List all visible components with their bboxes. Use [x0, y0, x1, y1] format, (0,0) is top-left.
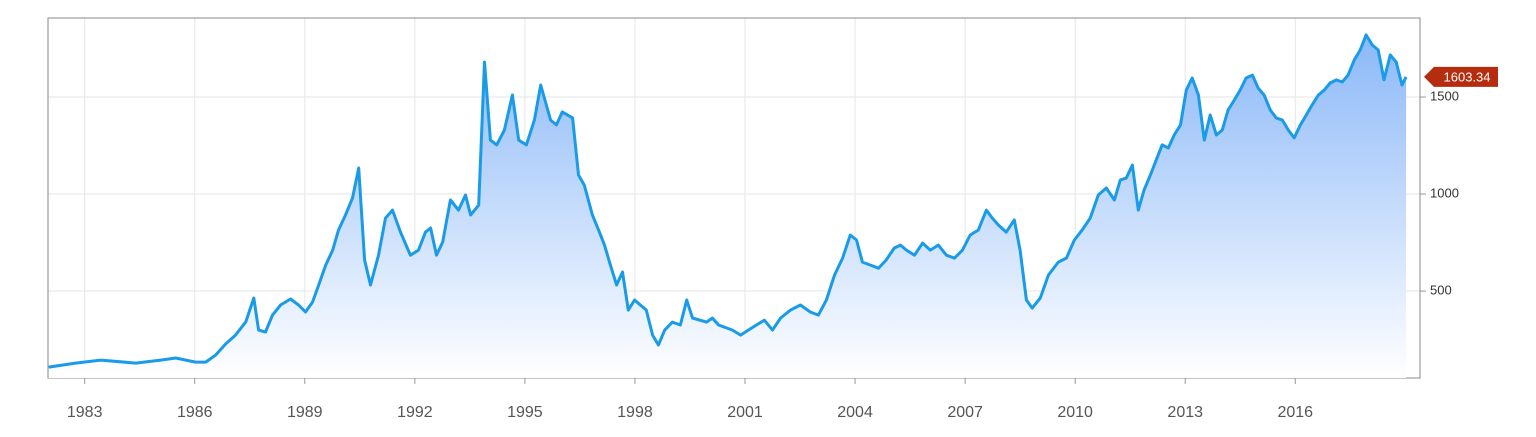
x-tick-label: 2007 [947, 404, 983, 421]
x-tick-label: 2010 [1057, 404, 1093, 421]
x-tick-label: 1995 [507, 404, 543, 421]
x-tick-label: 2004 [837, 404, 873, 421]
last-value-tag [1424, 66, 1498, 87]
y-tick-label: 1000 [1430, 185, 1459, 200]
x-tick-label: 2016 [1277, 404, 1313, 421]
y-tick-label: 500 [1430, 282, 1452, 297]
last-value-label: 1603.34 [1444, 69, 1491, 84]
y-tick-label: 1500 [1430, 88, 1459, 103]
x-tick-label: 1986 [177, 404, 213, 421]
x-tick-label: 1989 [287, 404, 323, 421]
line [48, 33, 1408, 369]
x-tick-label: 2001 [727, 404, 763, 421]
area [48, 34, 1407, 379]
x-tick-label: 1998 [617, 404, 653, 421]
x-tick-label: 2013 [1167, 404, 1203, 421]
x-tick-label: 1983 [67, 404, 103, 421]
x-tick-label: 1992 [397, 404, 433, 421]
